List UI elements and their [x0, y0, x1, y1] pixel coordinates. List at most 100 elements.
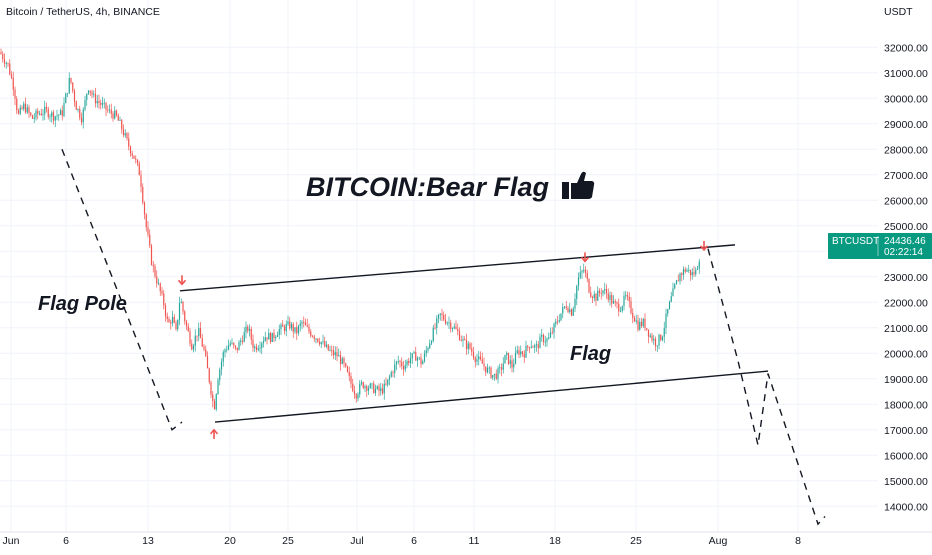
- candle-body: [51, 112, 53, 117]
- candle-body: [93, 93, 95, 95]
- candle-body: [10, 74, 13, 78]
- candle-body: [667, 309, 669, 314]
- candle-body: [488, 367, 490, 369]
- candle-body: [563, 306, 566, 308]
- candle-body: [42, 114, 44, 116]
- flag-lower-line: [214, 370, 769, 423]
- candle-body: [527, 345, 529, 348]
- candle-body: [409, 358, 412, 364]
- candle-body: [497, 368, 499, 379]
- candle-body: [695, 269, 697, 275]
- candle-body: [479, 356, 482, 360]
- candle-body: [528, 347, 531, 349]
- candle-body: [229, 343, 231, 346]
- arrow-head: [699, 245, 709, 252]
- candle-body: [499, 367, 501, 369]
- arrow-head: [209, 428, 219, 435]
- candle-body: [359, 383, 361, 395]
- candle-body: [308, 326, 310, 332]
- candle-body: [675, 280, 678, 285]
- candle-body: [192, 345, 195, 350]
- price-badge-countdown: 02:22:14: [884, 247, 923, 258]
- price-badge[interactable]: BTCUSDT 24436.46 02:22:14: [828, 233, 932, 259]
- price-axis[interactable]: 32000.00 31000.00 30000.00 29000.00 28000.00…: [884, 43, 928, 514]
- candle-body: [332, 350, 335, 356]
- candle-body: [665, 313, 667, 328]
- candle-body: [45, 106, 48, 109]
- candle-body: [537, 344, 539, 349]
- candle-body: [366, 386, 368, 391]
- candle-body: [324, 341, 326, 347]
- candle-body: [597, 290, 599, 301]
- x-tick-label: 25: [282, 535, 294, 547]
- arrow-up-icon: [209, 428, 219, 439]
- candle-body: [583, 269, 585, 272]
- candle-body: [605, 289, 608, 294]
- candles: [0, 48, 700, 412]
- candle-body: [532, 346, 534, 348]
- candle-body: [485, 366, 487, 373]
- candle-body: [696, 268, 699, 270]
- candle-body: [570, 309, 573, 316]
- candle-body: [432, 327, 434, 342]
- candle-body: [278, 329, 280, 335]
- candle-body: [5, 63, 7, 64]
- candle-body: [28, 107, 30, 113]
- markers: [177, 240, 709, 439]
- candle-body: [110, 109, 112, 114]
- candle-body: [556, 321, 559, 323]
- y-tick-label: 22000.00: [884, 298, 928, 310]
- candle-body: [619, 310, 622, 312]
- y-tick-label: 23000.00: [884, 272, 928, 284]
- candle-body: [219, 369, 221, 380]
- candle-body: [114, 110, 116, 119]
- candle-body: [567, 308, 569, 313]
- candle-body: [625, 295, 627, 296]
- candle-body: [521, 351, 524, 354]
- candle-body: [511, 360, 513, 368]
- candle-body: [362, 382, 364, 389]
- candle-body: [304, 322, 307, 326]
- candle-body: [581, 271, 583, 273]
- candle-body: [82, 109, 84, 123]
- candle-body: [462, 339, 464, 341]
- candle-body: [623, 295, 625, 307]
- x-tick-label: 11: [469, 535, 480, 547]
- candle-body: [287, 321, 289, 325]
- candle-body: [65, 93, 67, 104]
- candle-body: [303, 322, 305, 323]
- y-tick-label: 16000.00: [884, 451, 928, 463]
- candle-body: [338, 355, 340, 357]
- candle-body: [152, 264, 154, 267]
- candle-body: [68, 77, 70, 94]
- candle-body: [94, 93, 97, 104]
- candle-body: [591, 297, 594, 298]
- candle-body: [150, 245, 153, 265]
- candle-body: [588, 278, 590, 293]
- candle-body: [320, 341, 322, 345]
- candle-body: [156, 276, 158, 284]
- candle-body: [476, 359, 478, 362]
- time-axis[interactable]: Jun 6 13 20 25 Jul 6 11 18 25 Aug 8: [0, 531, 932, 547]
- candle-body: [514, 353, 517, 364]
- arrow-head: [177, 279, 187, 286]
- candle-body: [271, 332, 273, 342]
- pattern-lines: [61, 148, 826, 526]
- candle-body: [453, 326, 455, 329]
- candle-body: [406, 360, 408, 366]
- symbol-label[interactable]: Bitcoin / TetherUS, 4h, BINANCE: [6, 6, 160, 18]
- candle-body: [681, 273, 683, 275]
- projection-dashed-line: [707, 248, 826, 526]
- candle-body: [534, 345, 536, 348]
- y-tick-label: 29000.00: [884, 119, 928, 131]
- candle-body: [633, 317, 636, 322]
- candle-body: [350, 376, 352, 384]
- candle-body: [586, 272, 588, 279]
- flag-pole-dashed-line: [61, 148, 183, 431]
- candle-body: [674, 284, 676, 289]
- arrow-down-icon: [699, 240, 709, 252]
- candle-body: [77, 108, 79, 110]
- candle-body: [390, 372, 392, 377]
